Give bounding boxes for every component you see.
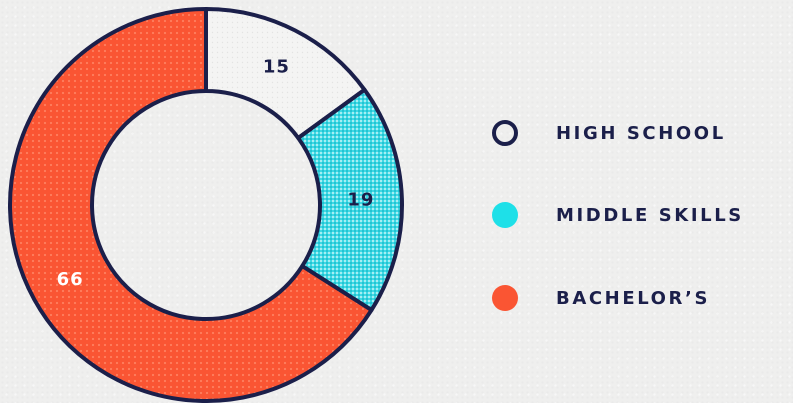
legend-label: HIGH SCHOOL: [556, 122, 726, 144]
legend-label: MIDDLE SKILLS: [556, 204, 744, 226]
slice-bachelors: [8, 7, 374, 403]
slice-middle-skills: [296, 87, 404, 313]
slice-label-bachelors: 66: [57, 269, 84, 290]
donut-chart: 15 19 66: [8, 7, 404, 403]
legend-label: BACHELOR’S: [556, 287, 711, 309]
slice-label-high-school: 15: [263, 56, 290, 77]
legend-marker-filled-circle: [492, 285, 518, 311]
slice-label-middle-skills: 19: [347, 190, 374, 211]
legend: HIGH SCHOOL MIDDLE SKILLS BACHELOR’S: [492, 0, 792, 403]
legend-item-bachelors: BACHELOR’S: [492, 283, 710, 313]
legend-item-middle-skills: MIDDLE SKILLS: [492, 200, 744, 230]
legend-marker-filled-circle: [492, 202, 518, 228]
legend-item-high-school: HIGH SCHOOL: [492, 118, 726, 148]
legend-marker-outline-circle: [492, 120, 518, 146]
